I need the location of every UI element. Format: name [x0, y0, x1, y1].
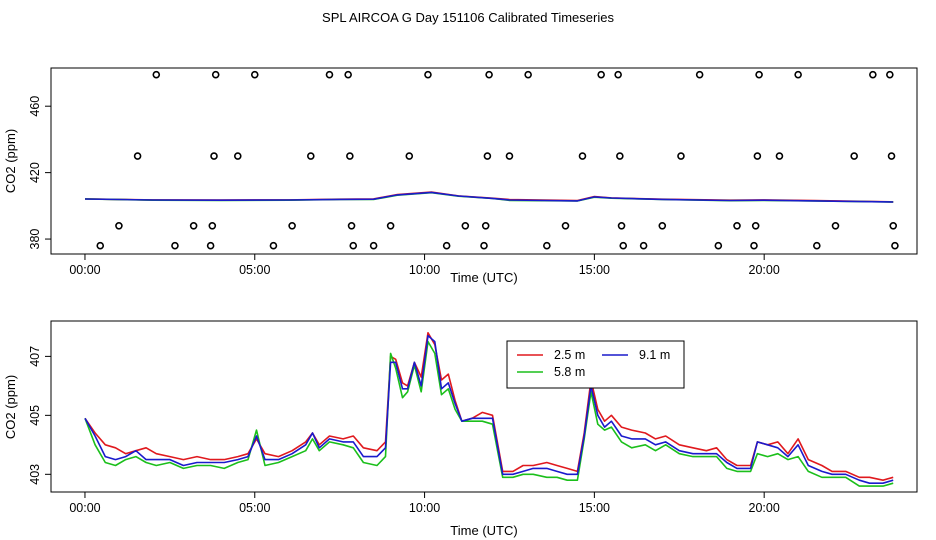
calibration-point	[208, 221, 217, 230]
calibration-points	[96, 70, 899, 250]
calibration-point	[887, 152, 896, 160]
legend-label-9-1-m: 9.1 m	[639, 348, 670, 362]
calibration-point	[306, 152, 315, 160]
x-tick-label-bottom: 05:00	[239, 501, 270, 515]
legend-label-2-5-m: 2.5 m	[554, 348, 585, 362]
calibration-point	[886, 70, 894, 79]
x-tick-label-bottom: 20:00	[749, 501, 780, 515]
calibration-point	[775, 152, 784, 160]
y-tick-label-top: 380	[28, 229, 42, 250]
calibration-point	[619, 241, 628, 250]
x-tick-label-top: 00:00	[69, 263, 100, 277]
legend-label-5-8-m: 5.8 m	[554, 365, 585, 379]
calibration-point	[485, 70, 493, 79]
calibration-point	[891, 241, 899, 250]
x-axis-bottom: 00:00 05:00 10:00 15:00 20:00	[69, 491, 780, 515]
calibration-point	[794, 70, 802, 79]
calibration-point	[461, 221, 470, 230]
legend: 2.5 m 9.1 m 5.8 m	[506, 340, 685, 389]
calibration-point	[349, 241, 358, 250]
calibration-point	[152, 70, 161, 79]
calibration-point	[751, 221, 760, 230]
y-axis-label-bottom: CO2 (ppm)	[3, 375, 18, 439]
calibration-point	[524, 70, 532, 79]
calibration-point	[850, 152, 858, 160]
calibration-point	[269, 241, 278, 250]
calibration-point	[543, 241, 551, 250]
y-axis-label-top: CO2 (ppm)	[3, 129, 18, 193]
x-tick-label-bottom: 15:00	[579, 501, 610, 515]
calibration-point	[617, 221, 626, 230]
calibration-point	[480, 241, 488, 250]
y-axis-bottom: 403 405 407	[28, 346, 52, 485]
x-tick-label-bottom: 10:00	[409, 501, 440, 515]
x-tick-label-top: 20:00	[749, 263, 780, 277]
legend-box	[506, 340, 685, 389]
calibration-point	[750, 241, 758, 250]
calibration-point	[250, 70, 259, 79]
calibration-point	[405, 152, 414, 160]
calibration-point	[369, 241, 378, 250]
series-line-9-1-m-bottom	[84, 334, 894, 484]
series-line-5-8-m-bottom	[84, 340, 894, 487]
calibration-point	[616, 152, 624, 160]
calibration-point	[386, 221, 395, 230]
x-tick-label-top: 10:00	[409, 263, 440, 277]
calibration-point	[481, 221, 490, 230]
x-tick-label-bottom: 00:00	[69, 501, 100, 515]
calibration-point	[733, 221, 741, 230]
calibration-point	[233, 152, 242, 160]
y-axis-top: 380 420 460	[28, 96, 52, 250]
calibration-point	[210, 152, 218, 160]
y-tick-label-bottom: 405	[28, 405, 42, 426]
calibration-point	[288, 221, 296, 230]
calibration-point	[189, 221, 198, 230]
calibration-point	[424, 70, 432, 79]
x-tick-label-top: 15:00	[579, 263, 610, 277]
calibration-point	[753, 152, 762, 160]
calibration-point	[813, 241, 821, 250]
calibration-point	[597, 70, 605, 79]
baseline-lines-top	[84, 191, 894, 203]
calibration-point	[171, 241, 179, 250]
calibration-point	[211, 70, 220, 79]
y-tick-label-top: 460	[28, 96, 42, 117]
calibration-point	[483, 152, 492, 160]
y-tick-label-bottom: 407	[28, 346, 42, 367]
calibration-point	[442, 241, 451, 250]
calibration-point	[869, 70, 877, 79]
calibration-point	[755, 70, 763, 79]
calibration-point	[561, 221, 570, 230]
x-axis-label-bottom: Time (UTC)	[450, 523, 517, 538]
calibration-point	[677, 152, 685, 160]
calibration-point	[344, 70, 352, 79]
x-axis-top: 00:00 05:00 10:00 15:00 20:00	[69, 253, 780, 277]
calibration-point	[831, 221, 840, 230]
calibrated-timeseries-panel: 00:00 05:00 10:00 15:00 20:00 380 420 460 Time…	[3, 67, 918, 285]
calibration-point	[115, 221, 123, 230]
calibration-point	[346, 152, 354, 160]
calibration-point	[206, 241, 215, 250]
calibration-point	[347, 221, 356, 230]
y-tick-label-bottom: 403	[28, 464, 42, 485]
series-line-9-1-m-top	[84, 191, 894, 203]
calibration-point	[714, 241, 723, 250]
calibration-point	[96, 241, 105, 250]
y-tick-label-top: 420	[28, 162, 42, 183]
calibration-point	[889, 221, 898, 230]
chart-title: SPL AIRCOA G Day 151106 Calibrated Times…	[322, 10, 614, 25]
calibration-point	[133, 152, 142, 160]
calibration-point	[614, 70, 622, 79]
x-tick-label-top: 05:00	[239, 263, 270, 277]
calibration-point	[505, 152, 514, 160]
calibration-point	[695, 70, 704, 79]
calibration-point	[658, 221, 667, 230]
x-axis-label-top: Time (UTC)	[450, 270, 517, 285]
calibration-point	[325, 70, 334, 79]
calibration-point	[578, 152, 587, 160]
co2-height-lines-panel: 00:00 05:00 10:00 15:00 20:00 403 405 407 2.5 …	[3, 320, 918, 538]
series-lines-bottom	[84, 332, 894, 487]
calibration-point	[639, 241, 648, 250]
